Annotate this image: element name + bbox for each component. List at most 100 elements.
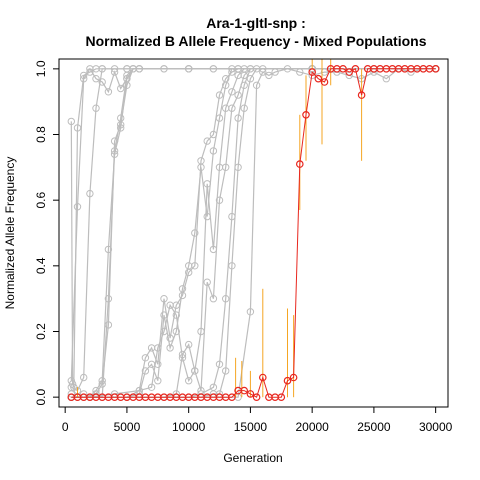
background-data-point <box>104 245 113 254</box>
background-data-point <box>215 114 224 122</box>
background-data-point <box>185 65 193 73</box>
background-data-point <box>240 104 248 112</box>
highlight-series-line <box>71 68 436 398</box>
background-data-point <box>228 104 236 112</box>
highlight-data-point <box>283 376 292 385</box>
background-series-line <box>71 68 436 398</box>
background-data-point <box>215 196 224 204</box>
background-series-line <box>70 68 436 388</box>
highlight-data-point <box>345 68 354 76</box>
background-series-line <box>71 68 436 398</box>
x-tick-label: 25000 <box>357 420 391 434</box>
background-series-line <box>71 68 436 398</box>
background-series-line <box>89 68 436 398</box>
highlight-data-point <box>228 393 236 402</box>
background-data-point <box>110 137 119 145</box>
background-data-point <box>86 189 94 198</box>
highlight-data-point <box>240 386 249 395</box>
background-series-line <box>70 67 436 381</box>
x-tick-label: 20000 <box>295 420 329 434</box>
x-tick-label: 0 <box>62 420 69 434</box>
background-data-point <box>86 65 94 73</box>
background-series-line <box>71 68 436 398</box>
background-series-line <box>71 68 436 398</box>
highlight-data-point <box>357 91 366 99</box>
chart-title: Ara-1-gltl-snp : <box>206 15 306 31</box>
background-data-point <box>259 68 267 76</box>
highlight-data-point <box>295 160 304 168</box>
highlight-data-point <box>277 393 286 402</box>
highlight-data-point <box>302 111 310 119</box>
plot-series-highlight <box>67 65 440 402</box>
background-series-line <box>71 68 436 392</box>
highlight-data-point <box>246 390 255 398</box>
background-data-point <box>160 295 168 303</box>
background-data-point <box>166 344 174 352</box>
y-axis: 0.0 0.2 0.4 0.6 0.8 1.0 <box>34 60 60 405</box>
background-data-point <box>68 380 77 388</box>
background-data-point <box>209 295 218 303</box>
plot-frame <box>58 58 449 408</box>
background-data-point <box>141 354 150 362</box>
background-data-point <box>104 88 113 96</box>
background-series-line <box>71 68 436 398</box>
background-data-point <box>98 65 106 73</box>
background-data-point <box>185 262 193 270</box>
background-data-point <box>228 88 236 96</box>
background-data-point <box>98 78 106 86</box>
background-data-point <box>283 65 292 73</box>
background-data-point <box>246 308 255 316</box>
background-data-point <box>160 327 168 336</box>
background-data-point <box>92 104 100 112</box>
background-data-point <box>228 262 236 270</box>
y-tick-label: 0.6 <box>34 192 48 209</box>
background-data-point <box>209 147 218 155</box>
background-data-point <box>191 367 199 375</box>
background-data-point <box>191 229 199 237</box>
background-data-point <box>141 367 150 375</box>
background-data-point <box>215 360 224 368</box>
background-data-point <box>154 344 162 352</box>
background-data-point <box>203 180 211 188</box>
background-data-point <box>234 91 242 99</box>
background-data-point <box>172 311 181 319</box>
x-axis: 0 5000 10000 15000 20000 25000 30000 <box>62 406 453 434</box>
background-data-point <box>222 295 230 303</box>
highlight-data-point <box>258 373 267 382</box>
background-series-line <box>71 68 436 398</box>
background-data-point <box>135 65 144 73</box>
x-tick-label: 10000 <box>172 420 206 434</box>
background-data-point <box>104 295 113 303</box>
background-data-point <box>104 321 113 329</box>
background-data-point <box>234 114 242 122</box>
background-data-point <box>240 81 248 90</box>
background-data-point <box>203 278 211 286</box>
highlight-data-point <box>339 65 347 73</box>
background-data-point <box>271 68 279 76</box>
highlight-data-point <box>308 68 317 76</box>
highlight-data-point <box>351 65 360 73</box>
background-data-point <box>178 350 187 359</box>
background-series-line <box>71 68 436 399</box>
background-data-point <box>178 285 187 293</box>
highlight-data-point <box>289 373 298 382</box>
background-data-point <box>265 71 273 80</box>
y-tick-label: 1.0 <box>34 60 48 77</box>
plot-error-bars <box>77 59 363 398</box>
highlight-data-point <box>320 78 329 86</box>
background-data-point <box>222 367 230 375</box>
background-data-point <box>203 137 211 145</box>
background-data-point <box>197 163 205 172</box>
background-data-point <box>98 380 106 388</box>
x-tick-label: 5000 <box>114 420 141 434</box>
background-data-point <box>185 377 193 385</box>
x-axis-label: Generation <box>223 451 282 465</box>
highlight-data-point <box>431 65 440 73</box>
background-data-point <box>222 81 230 90</box>
background-data-point <box>172 327 181 336</box>
background-data-point <box>67 117 76 126</box>
background-data-point <box>320 68 329 76</box>
plot-series-background <box>67 65 440 401</box>
y-axis-label: Normalized Allele Frequency <box>3 157 17 310</box>
